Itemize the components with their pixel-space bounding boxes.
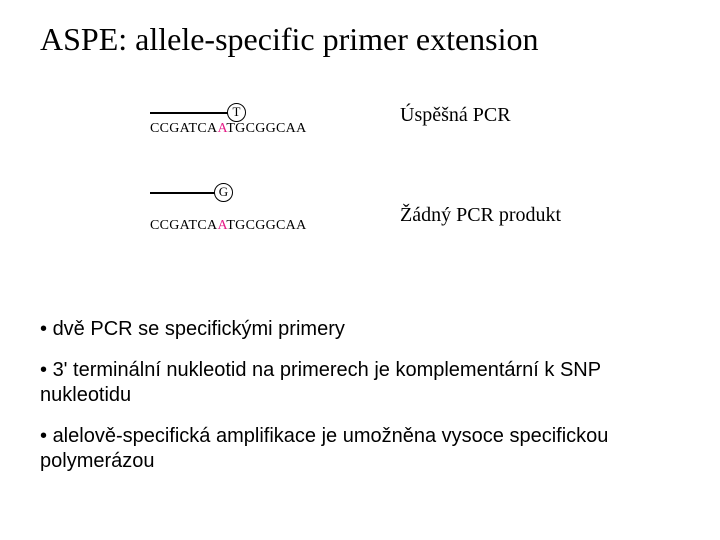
seq-pre: CCGATCA (150, 218, 217, 233)
primer-nucleotide-circle: T (227, 103, 246, 122)
primer-line (150, 112, 232, 114)
primer-nucleotide: T (233, 104, 241, 119)
diagram-row: G CCGATCAATGCGGCAA Žádný PCR produkt (150, 182, 690, 262)
diagram-area: T CCGATCAATGCGGCAA Úspěšná PCR G CCGATCA… (150, 102, 690, 262)
seq-highlight: A (217, 218, 226, 233)
bullet-item: • alelově-specifická amplifikace je umož… (40, 424, 690, 474)
bullet-item: • dvě PCR se specifickými primery (40, 317, 690, 342)
template-sequence: CCGATCAATGCGGCAA (150, 218, 307, 234)
template-sequence: CCGATCAATGCGGCAA (150, 121, 307, 137)
result-label: Žádný PCR produkt (370, 182, 561, 227)
seq-highlight: A (217, 121, 226, 136)
primer-line (150, 192, 218, 194)
bullet-text: alelově-specifická amplifikace je umožně… (40, 425, 608, 472)
diagram-row: T CCGATCAATGCGGCAA Úspěšná PCR (150, 102, 690, 182)
result-text: Úspěšná PCR (400, 104, 511, 126)
seq-pre: CCGATCA (150, 121, 217, 136)
primer-nucleotide-circle: G (214, 183, 233, 202)
bullet-list: • dvě PCR se specifickými primery • 3' t… (40, 317, 690, 474)
bullet-text: 3' terminální nukleotid na primerech je … (40, 359, 601, 406)
page-title: ASPE: allele-specific primer extension (40, 22, 690, 57)
slide: ASPE: allele-specific primer extension T… (0, 0, 720, 474)
bullet-item: • 3' terminální nukleotid na primerech j… (40, 358, 690, 408)
bullet-text: dvě PCR se specifickými primery (53, 318, 345, 340)
result-text: Žádný PCR produkt (400, 204, 561, 226)
result-label: Úspěšná PCR (370, 102, 511, 127)
primer-nucleotide: G (219, 184, 228, 199)
seq-post: TGCGGCAA (226, 218, 306, 233)
seq-post: TGCGGCAA (226, 121, 306, 136)
